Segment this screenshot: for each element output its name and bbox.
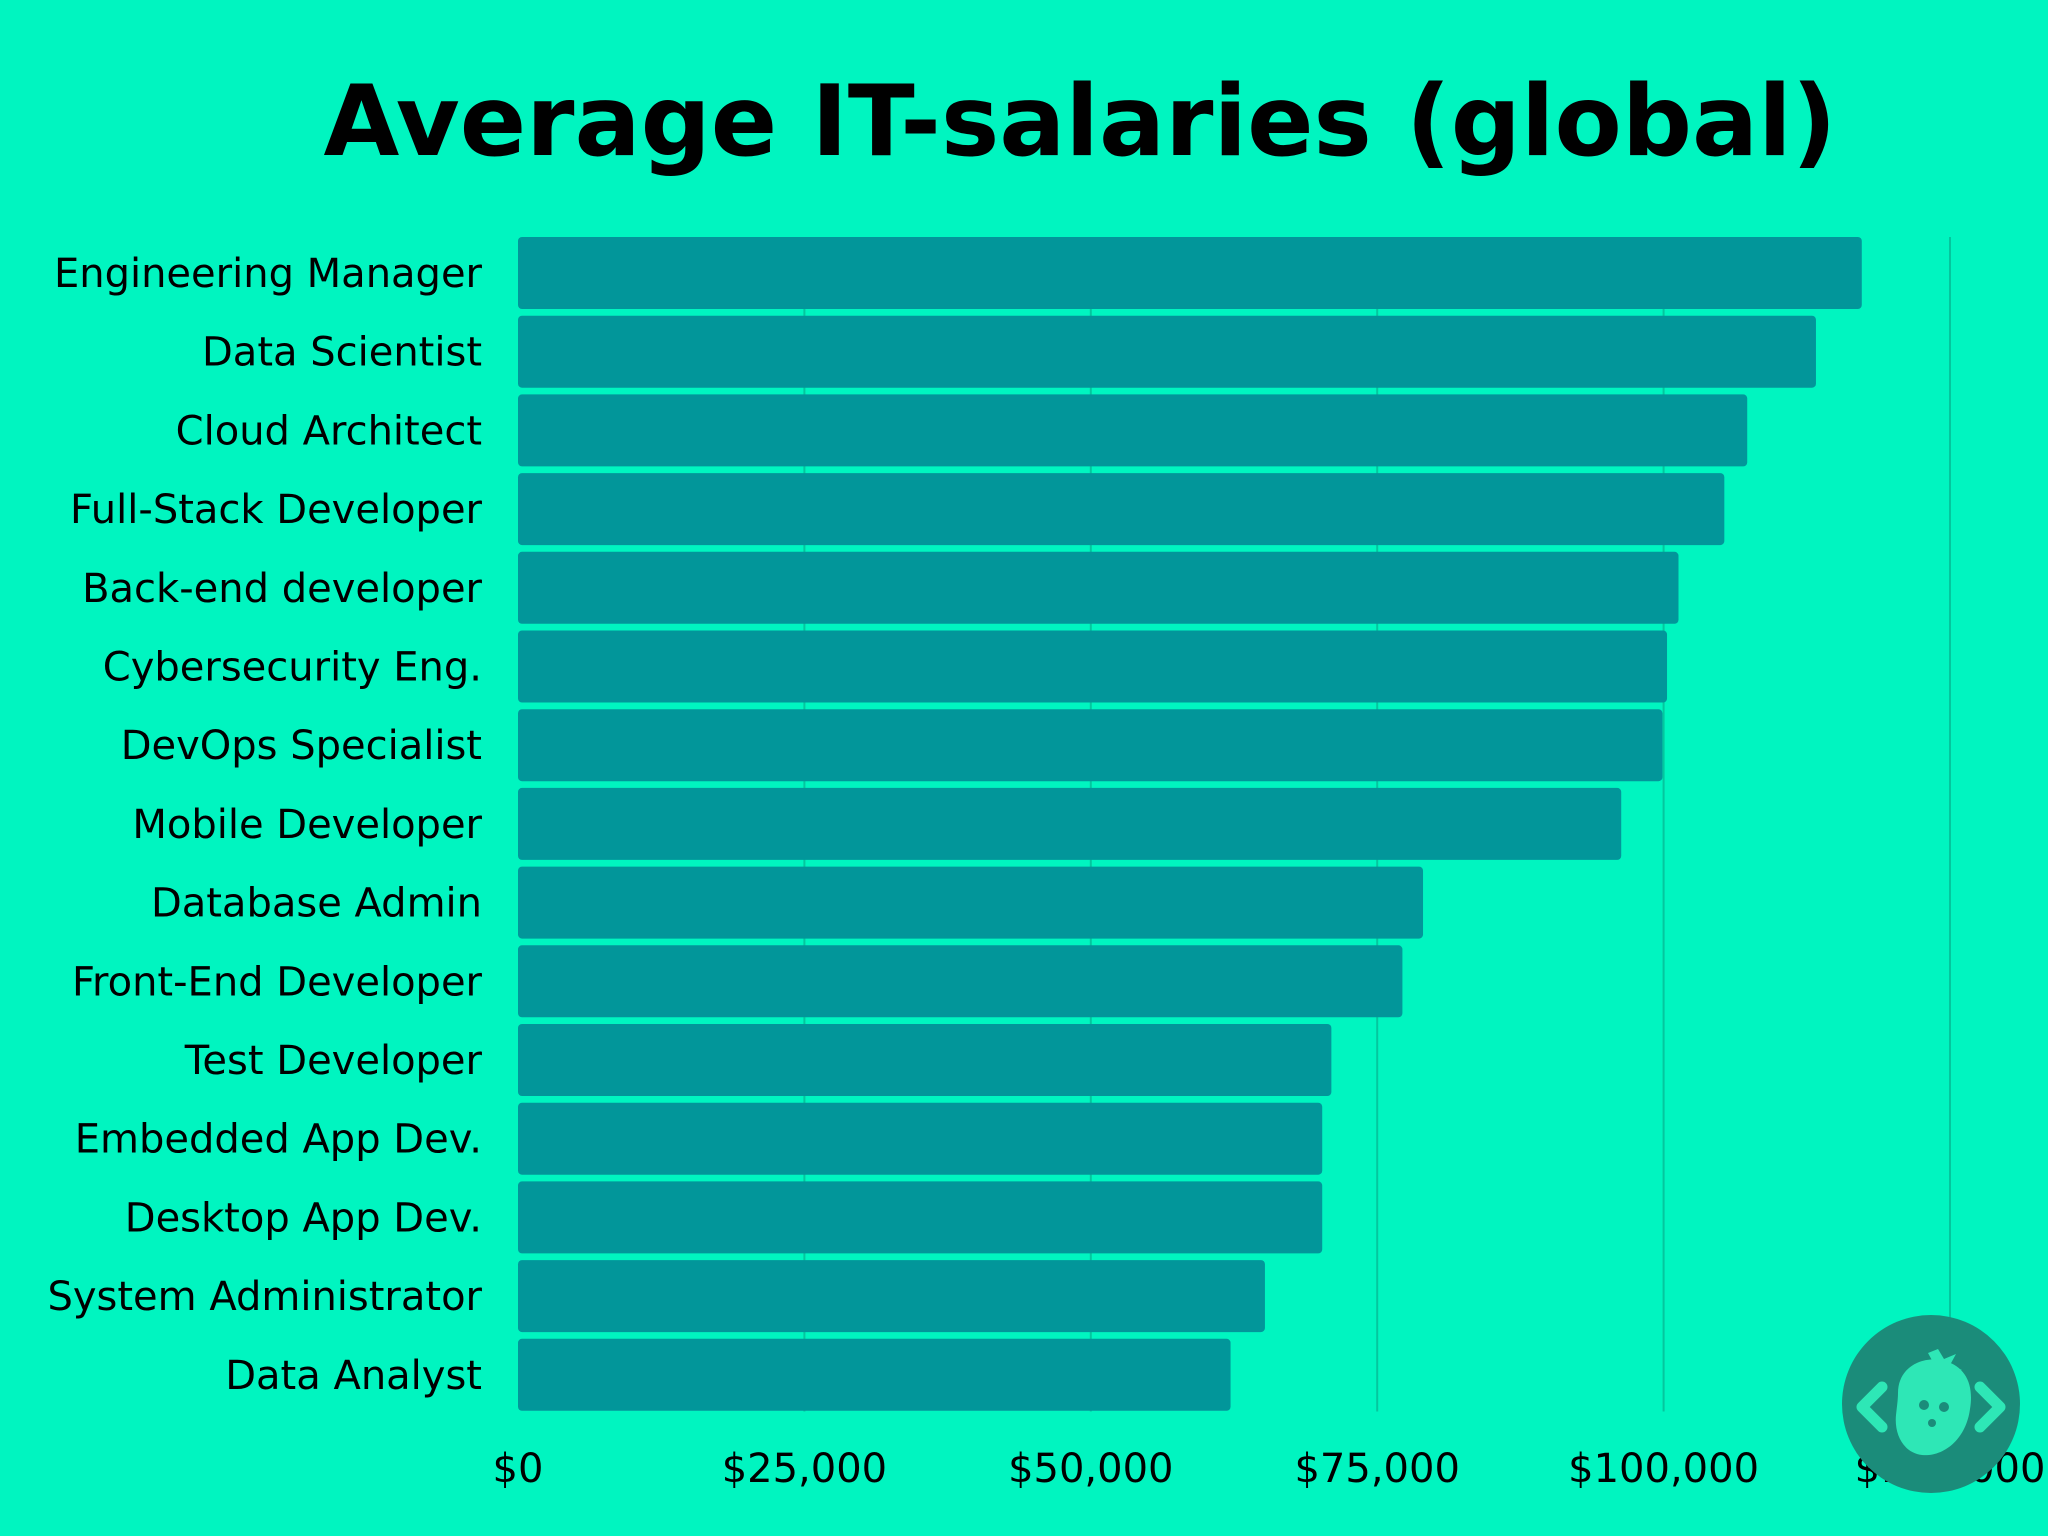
category-label: Cybersecurity Eng. [103, 645, 482, 691]
category-label: Front-End Developer [72, 959, 483, 1005]
x-tick-label: $50,000 [1008, 1446, 1173, 1492]
bar [518, 945, 1403, 1018]
category-label: Database Admin [151, 881, 482, 927]
category-label: Data Scientist [202, 330, 482, 376]
x-tick-label: $75,000 [1294, 1446, 1459, 1492]
bar [518, 1024, 1332, 1096]
bar [518, 315, 1816, 388]
category-label: Engineering Manager [54, 251, 483, 297]
category-label: DevOps Specialist [121, 723, 482, 769]
x-tick-label: $0 [493, 1446, 544, 1492]
category-label: Desktop App Dev. [125, 1195, 482, 1241]
bar [518, 1181, 1323, 1254]
category-label: Mobile Developer [132, 802, 482, 848]
category-label: Test Developer [184, 1038, 483, 1084]
category-label: Embedded App Dev. [75, 1117, 482, 1163]
bar [518, 1338, 1231, 1411]
category-label: Cloud Architect [176, 408, 482, 454]
x-tick-label: $100,000 [1568, 1446, 1759, 1492]
x-tick-label: $25,000 [722, 1446, 887, 1492]
bar [518, 630, 1668, 703]
category-label: Back-end developer [82, 566, 482, 612]
bar [518, 473, 1725, 546]
x-axis-tick-labels: $0$25,000$50,000$75,000$100,000$125,000 [493, 1446, 2046, 1492]
bars [518, 237, 1862, 1411]
bar [518, 866, 1424, 939]
bar [518, 709, 1663, 782]
category-label: System Administrator [47, 1274, 482, 1320]
strawberry-code-logo-icon [1842, 1315, 2020, 1493]
category-labels: Engineering Manager Data Scientist Cloud A… [47, 251, 482, 1399]
bar [518, 237, 1862, 309]
bar [518, 1260, 1265, 1333]
bar [518, 787, 1622, 860]
bar [518, 1102, 1323, 1175]
bar [518, 551, 1679, 624]
category-label: Full-Stack Developer [70, 487, 483, 533]
bar [518, 394, 1748, 467]
chart-title: Average IT-salaries (global) [323, 65, 1836, 179]
category-label: Data Analyst [225, 1353, 482, 1399]
